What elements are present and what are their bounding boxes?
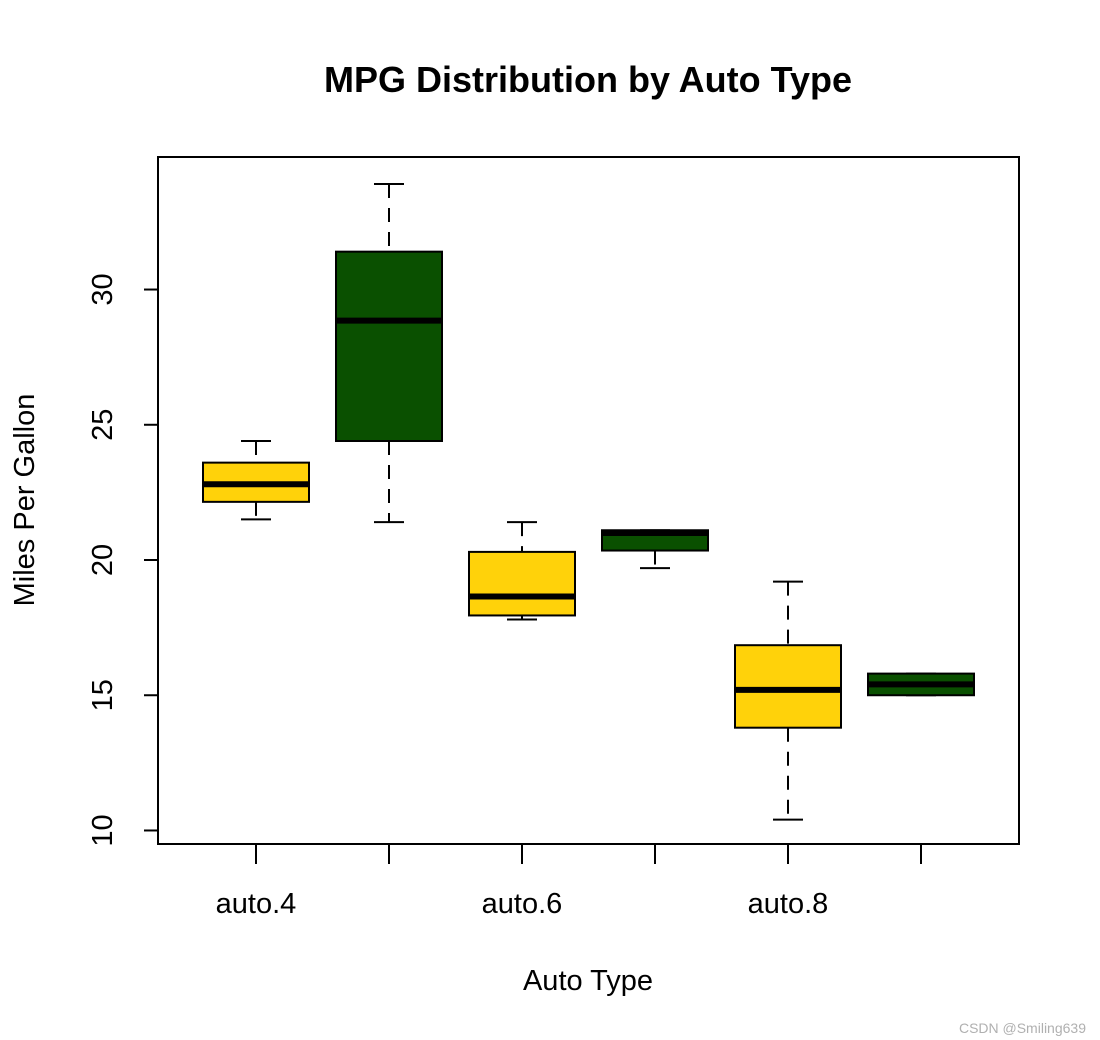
y-tick-label: 15 bbox=[87, 679, 119, 711]
x-tick-label: auto.4 bbox=[216, 888, 297, 920]
box-group bbox=[734, 580, 842, 821]
x-tick-label: auto.6 bbox=[482, 888, 563, 920]
plot-frame bbox=[157, 156, 1020, 845]
x-tick-label: auto.8 bbox=[748, 888, 829, 920]
x-axis-label: Auto Type bbox=[523, 965, 653, 997]
box-group bbox=[202, 439, 310, 521]
box-iqr bbox=[335, 250, 443, 442]
y-tick-label: 10 bbox=[87, 814, 119, 846]
y-axis: 10 15 20 25 30 bbox=[87, 273, 158, 847]
box-iqr bbox=[468, 550, 576, 617]
box-series bbox=[202, 183, 975, 821]
box-group bbox=[335, 183, 443, 524]
watermark-text: CSDN @Smiling639 bbox=[958, 1020, 1086, 1036]
box-group bbox=[867, 672, 975, 697]
y-tick-label: 30 bbox=[87, 273, 119, 305]
x-axis: auto.4 auto.6 auto.8 bbox=[216, 844, 922, 920]
box-group bbox=[601, 529, 709, 570]
y-tick-label: 20 bbox=[87, 544, 119, 576]
box-group bbox=[468, 521, 576, 621]
y-axis-label: Miles Per Gallon bbox=[9, 394, 41, 607]
y-tick-label: 25 bbox=[87, 409, 119, 441]
chart-title: MPG Distribution by Auto Type bbox=[324, 59, 852, 100]
box-iqr bbox=[734, 644, 842, 729]
